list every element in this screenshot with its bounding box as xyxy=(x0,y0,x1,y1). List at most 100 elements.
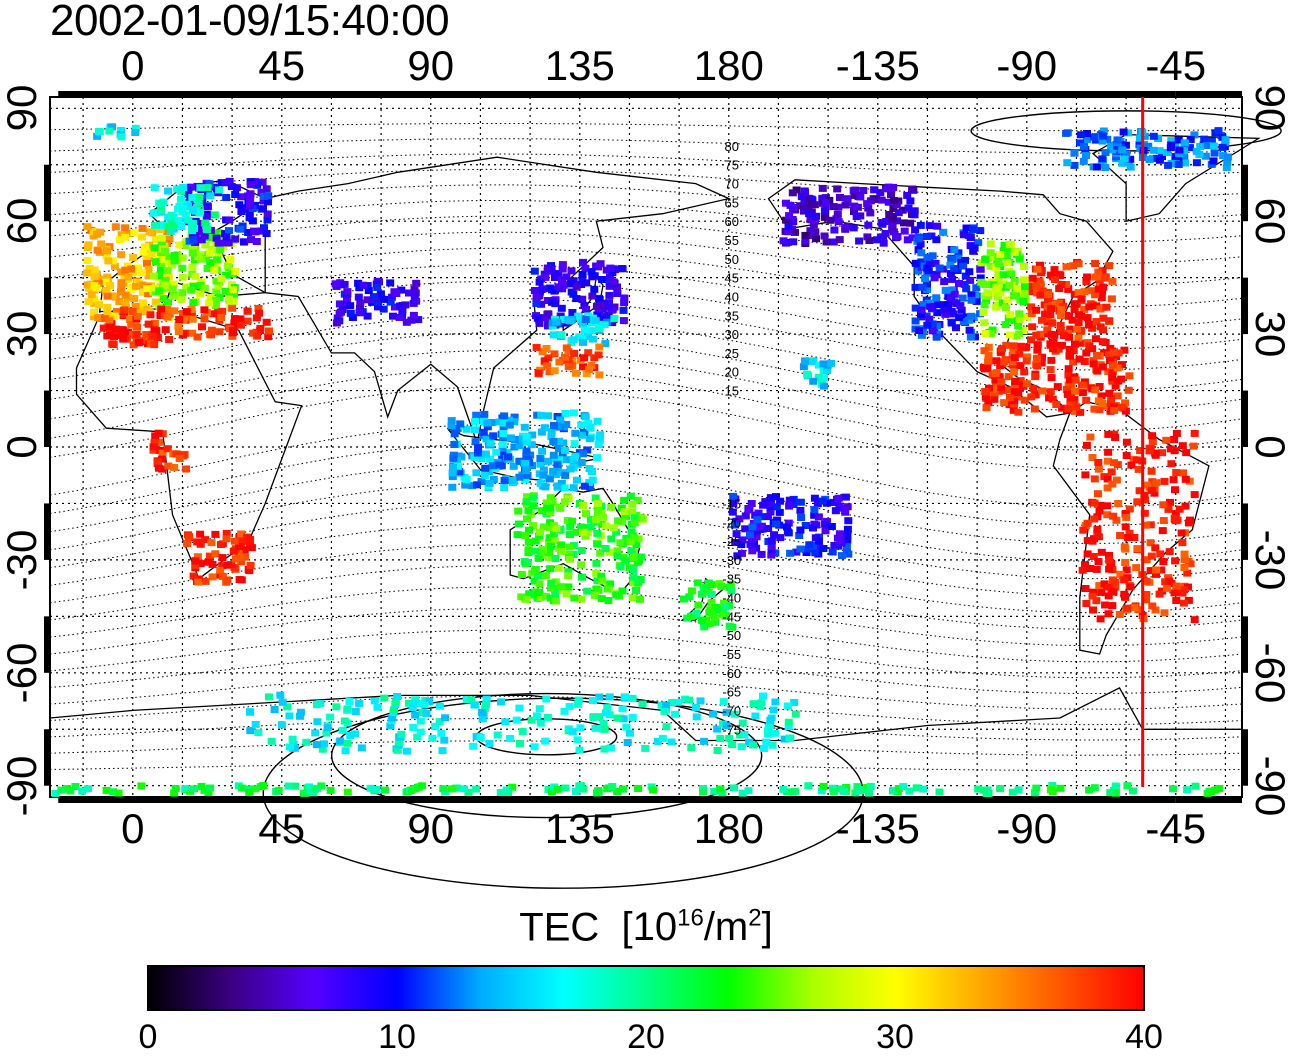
tec-cell-indonesia xyxy=(481,450,490,458)
tec-cell-scandinavia xyxy=(188,227,197,235)
tec-cell-north-america-east xyxy=(1108,277,1117,285)
tec-cell-australia xyxy=(563,517,572,525)
tec-cell-greenland-north xyxy=(1092,163,1101,171)
tec-cell-europe-central xyxy=(170,280,178,288)
tec-cell-europe-north xyxy=(259,197,268,205)
tec-cell-antarctica-coast xyxy=(312,741,321,749)
coastline-new-zealand xyxy=(680,577,724,621)
tec-cell-africa-south xyxy=(208,573,217,581)
tec-cell-antarctica-coast xyxy=(749,741,758,749)
tec-cell-antarctica-coast xyxy=(662,701,671,709)
tec-cell-indonesia xyxy=(577,431,586,439)
tec-cell-indonesia xyxy=(536,479,545,487)
tec-cell-pacific-islands xyxy=(733,552,742,560)
lon-label-bottom: 135 xyxy=(544,805,615,852)
tec-cell-africa-south xyxy=(244,566,253,573)
tec-cell-north-america-west xyxy=(955,280,963,287)
tec-cell-siberia-east xyxy=(863,200,872,208)
tec-cell-greenland-north xyxy=(1180,139,1189,147)
tec-cell-north-america-west xyxy=(923,285,931,293)
tec-cell-japan xyxy=(581,326,589,334)
tec-cell-europe-north xyxy=(222,239,231,247)
tec-cell-australia xyxy=(607,503,616,511)
tec-cell-greenland-north xyxy=(1164,161,1173,169)
tec-cell-north-america-east xyxy=(1091,291,1100,299)
tec-cell-scandinavia xyxy=(184,202,192,210)
tec-cell-australia xyxy=(593,529,602,537)
tec-cell-europe-north xyxy=(222,194,231,201)
tec-cell-mediterranean xyxy=(174,322,183,330)
tec-cell-north-america-east xyxy=(1048,300,1057,308)
tec-cell-mediterranean xyxy=(150,319,159,327)
tec-cell-antarctica-coast xyxy=(527,716,536,724)
tec-cell-australia xyxy=(529,494,538,502)
lon-label-top: 135 xyxy=(544,42,615,89)
tec-cell-australia xyxy=(569,542,578,549)
tec-cell-pacific-islands xyxy=(814,537,823,545)
tec-cell-africa-south xyxy=(193,538,202,546)
tec-cell-europe-west xyxy=(115,236,124,244)
tec-cell-caribbean xyxy=(1029,384,1038,392)
tec-cell-europe-central xyxy=(155,287,164,295)
tec-cell-south-america xyxy=(1157,566,1166,574)
tec-cell-greenland-north xyxy=(1101,164,1110,171)
tec-cell-antarctica-coast xyxy=(393,746,402,754)
tec-cell-antarctica-coast xyxy=(725,734,734,742)
tec-cell-antarctica-coast xyxy=(318,745,327,753)
tec-cell-africa-south xyxy=(246,562,255,569)
tec-cell-mediterranean xyxy=(230,315,239,323)
tec-cell-east-asia-north xyxy=(606,264,615,272)
tec-cell-australia xyxy=(536,528,544,536)
tec-cell-indonesia xyxy=(504,453,513,461)
tec-cell-antarctica-coast xyxy=(286,743,294,751)
tec-cell-antarctica-pole xyxy=(1030,789,1039,797)
tec-cell-antarctica-coast xyxy=(506,735,515,742)
tec-cell-australia xyxy=(628,594,637,602)
tec-cell-central-asia xyxy=(335,300,344,308)
tec-cell-europe-central xyxy=(157,256,166,264)
tec-cell-australia xyxy=(586,516,595,523)
tec-cell-africa-south xyxy=(223,561,232,569)
tec-cell-caribbean xyxy=(1015,385,1024,392)
tec-cell-antarctica-coast xyxy=(591,724,600,732)
tec-cell-indonesia xyxy=(485,455,494,463)
tec-cell-greenland-north xyxy=(1207,137,1216,145)
tec-cell-antarctica-pole xyxy=(738,789,747,797)
tec-cell-indonesia xyxy=(499,423,508,431)
tec-cell-australia xyxy=(593,509,602,517)
tec-cell-antarctica-coast xyxy=(709,710,717,718)
tec-cell-pacific-islands xyxy=(786,549,795,557)
tec-cell-australia xyxy=(586,523,595,531)
tec-cell-africa-south xyxy=(241,553,249,561)
tec-cell-europe-north xyxy=(184,186,193,194)
tec-cell-australia xyxy=(634,579,643,587)
tec-cell-europe-west xyxy=(112,308,121,315)
tec-cell-europe-central xyxy=(214,283,223,290)
tec-cell-greenland-north xyxy=(1070,149,1079,157)
tec-cell-pacific-islands xyxy=(746,540,755,548)
tec-cell-north-america-central xyxy=(1010,248,1019,256)
tec-cell-europe-west xyxy=(156,226,165,234)
tec-cell-north-america-west xyxy=(952,324,960,332)
tec-cell-europe-north xyxy=(240,238,248,246)
tec-cell-antarctica-pole xyxy=(102,786,111,794)
tec-cell-europe-west xyxy=(124,230,133,237)
tec-cell-arctic-north xyxy=(117,133,126,141)
tec-cell-hawaii xyxy=(807,358,816,366)
tec-cell-caribbean xyxy=(1047,374,1056,382)
tec-cell-north-america-central xyxy=(1021,283,1029,290)
contour-label: -75 xyxy=(722,722,741,737)
tec-cell-north-america-central xyxy=(998,299,1007,307)
tec-cell-europe-north xyxy=(237,193,246,201)
lat-label-left: -60 xyxy=(0,642,45,704)
tec-cell-pacific-islands xyxy=(822,499,831,507)
tec-cell-indonesia xyxy=(569,409,578,417)
tec-cell-europe-central xyxy=(163,267,172,275)
tec-cell-north-america-central xyxy=(1014,322,1023,330)
tec-cell-africa-north xyxy=(148,332,157,340)
tec-cell-north-america-west xyxy=(919,301,928,309)
tec-cell-antarctica-pole xyxy=(866,782,875,790)
tec-cell-east-asia-north xyxy=(613,290,622,297)
tec-cell-europe-west xyxy=(130,295,139,302)
unit-close: ] xyxy=(761,905,773,950)
